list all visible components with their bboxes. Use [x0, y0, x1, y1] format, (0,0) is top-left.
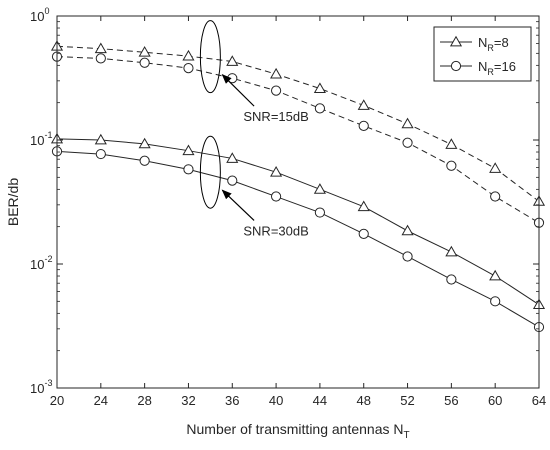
- x-tick-label-60: 60: [488, 393, 502, 408]
- data-point-nr16-snr30-44: [314, 207, 326, 218]
- data-point-nr8-snr30-28: [138, 137, 151, 149]
- annotation-arrow-0: [221, 73, 255, 107]
- legend-item-0: NR=8: [440, 35, 509, 53]
- data-point-nr16-snr30-24: [95, 148, 106, 160]
- annotation-label-1: SNR=30dB: [243, 223, 308, 238]
- x-tick-label-32: 32: [181, 393, 195, 408]
- annotation-layer: SNR=15dB SNR=30dB: [199, 20, 309, 238]
- x-tick-label-64: 64: [532, 393, 546, 408]
- data-point-nr16-snr15-56: [446, 160, 457, 171]
- x-axis-title-main: Number of transmitting antennas N: [186, 421, 403, 437]
- axes-layer: 20 24 28 32 36 40 44 48 52 56 60 64 100 10-1 10-2 10-3: [30, 6, 546, 408]
- y-tick-label--3: 10-3: [30, 378, 52, 396]
- data-point-nr16-snr30-52: [402, 251, 413, 262]
- data-point-nr16-snr15-28: [139, 57, 150, 68]
- data-point-nr8-snr30-36: [226, 152, 239, 163]
- data-point-nr16-snr15-44: [314, 103, 326, 114]
- x-tick-label-28: 28: [137, 393, 151, 408]
- legend-marker-0: [449, 35, 463, 47]
- data-point-nr8-snr15-32: [182, 49, 195, 61]
- data-point-nr16-snr30-60: [490, 296, 501, 307]
- x-axis-title: Number of transmitting antennas NT: [186, 421, 409, 441]
- data-point-nr8-snr30-44: [313, 183, 326, 194]
- x-tick-label-24: 24: [94, 393, 108, 408]
- series-line-nr8-snr30: [56, 138, 540, 306]
- data-point-nr8-snr30-60: [489, 269, 502, 281]
- data-point-nr16-snr30-36: [227, 175, 238, 186]
- data-point-nr8-snr15-28: [138, 46, 151, 57]
- legend: NR=8 NR=16: [433, 26, 532, 82]
- annotation-label-0: SNR=15dB: [243, 109, 308, 124]
- data-point-nr8-snr30-52: [401, 224, 414, 236]
- x-tick-label-20: 20: [50, 393, 64, 408]
- annotation-ellipse-0: [199, 20, 221, 94]
- data-point-nr8-snr15-40: [270, 67, 283, 79]
- x-tick-label-44: 44: [313, 393, 327, 408]
- data-point-nr8-snr30-48: [357, 200, 370, 212]
- axes-frame: [56, 15, 540, 389]
- data-point-nr8-snr30-40: [270, 165, 283, 177]
- y-tick-label--2: 10-2: [30, 254, 52, 272]
- series-line-nr16-snr30: [56, 150, 540, 328]
- data-point-nr16-snr15-52: [402, 137, 413, 148]
- data-point-nr8-snr15-52: [401, 117, 414, 129]
- data-point-nr16-snr15-32: [183, 63, 194, 74]
- data-point-nr8-snr15-36: [226, 55, 239, 66]
- data-point-nr8-snr15-60: [489, 162, 502, 173]
- x-tick-label-56: 56: [444, 393, 458, 408]
- x-tick-label-36: 36: [225, 393, 239, 408]
- series-line-nr8-snr15: [56, 45, 540, 202]
- annotation-arrow-1: [221, 189, 255, 221]
- legend-item-1: NR=16: [440, 59, 516, 77]
- annotation-ellipse-1: [199, 135, 221, 209]
- x-tick-label-48: 48: [356, 393, 370, 408]
- data-point-nr8-snr15-44: [313, 82, 326, 93]
- y-tick-label--1: 10-1: [30, 130, 52, 148]
- data-point-nr8-snr15-24: [94, 42, 107, 54]
- y-axis-title: BER/db: [5, 178, 21, 226]
- data-point-nr16-snr30-40: [270, 191, 282, 202]
- data-point-nr8-snr15-56: [445, 138, 458, 149]
- x-tick-label-40: 40: [269, 393, 283, 408]
- legend-marker-1: [450, 60, 462, 72]
- series-line-nr16-snr15: [56, 56, 540, 224]
- legend-label-0: NR=8: [478, 35, 509, 53]
- data-point-nr16-snr15-60: [490, 191, 501, 202]
- data-point-nr16-snr15-40: [270, 85, 282, 96]
- data-point-nr16-snr30-56: [446, 274, 457, 285]
- series-layer: [50, 40, 546, 333]
- legend-box: [433, 26, 532, 82]
- data-point-nr16-snr30-48: [358, 228, 369, 239]
- y-tick-label-0: 100: [30, 6, 49, 24]
- data-point-nr8-snr30-56: [445, 245, 458, 257]
- x-tick-label-52: 52: [400, 393, 414, 408]
- x-axis-title-subscript: T: [404, 430, 410, 441]
- data-point-nr16-snr30-28: [139, 155, 150, 166]
- data-point-nr8-snr15-48: [357, 99, 370, 110]
- data-point-nr16-snr30-32: [183, 164, 194, 175]
- data-point-nr16-snr15-24: [95, 53, 106, 64]
- data-point-nr16-snr15-48: [358, 120, 369, 131]
- data-point-nr8-snr30-32: [182, 144, 195, 156]
- data-point-nr8-snr30-24: [94, 133, 107, 145]
- legend-label-1: NR=16: [478, 59, 516, 77]
